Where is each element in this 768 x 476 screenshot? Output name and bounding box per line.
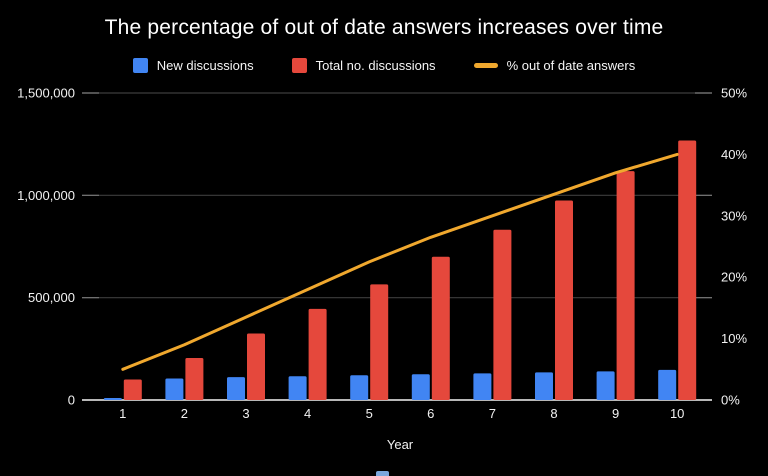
bar-total-discussions-year-10[interactable] xyxy=(678,140,697,400)
right-axis-tick-label: 0% xyxy=(721,393,740,408)
legend-item-total-discussions[interactable]: Total no. discussions xyxy=(291,57,436,73)
bar-total-discussions-year-6[interactable] xyxy=(431,256,450,400)
bar-total-discussions-year-1[interactable] xyxy=(123,379,142,400)
bar-total-discussions-year-3[interactable] xyxy=(247,333,265,400)
x-axis-tick-label: 6 xyxy=(427,406,434,421)
legend-square-swatch-icon xyxy=(291,57,307,73)
bar-new-discussions-year-6[interactable] xyxy=(411,374,430,400)
bar-new-discussions-year-8[interactable] xyxy=(535,372,553,400)
bar-new-discussions-year-2[interactable] xyxy=(165,378,184,400)
legend-item-label: Total no. discussions xyxy=(315,57,436,73)
right-axis-tick-label: 30% xyxy=(721,208,747,223)
legend-square-swatch-icon xyxy=(132,57,148,73)
bar-total-discussions-year-7[interactable] xyxy=(493,229,512,400)
x-axis-tick-label: 5 xyxy=(366,406,373,421)
bottom-partial-blue-element xyxy=(376,471,389,476)
bar-total-discussions-year-5[interactable] xyxy=(370,284,389,400)
bar-new-discussions-year-7[interactable] xyxy=(473,373,492,400)
right-axis-tick-label: 10% xyxy=(721,331,747,346)
bar-new-discussions-year-3[interactable] xyxy=(227,377,245,400)
left-axis-tick-label: 1,500,000 xyxy=(17,86,75,101)
left-axis-tick-label: 0 xyxy=(68,393,75,408)
x-axis-tick-label: 9 xyxy=(612,406,619,421)
legend-item-label: New discussions xyxy=(156,57,254,73)
chart-legend: New discussions Total no. discussions % … xyxy=(0,54,768,76)
bar-new-discussions-year-5[interactable] xyxy=(350,375,369,400)
bar-new-discussions-year-9[interactable] xyxy=(596,371,615,400)
bar-new-discussions-year-4[interactable] xyxy=(288,376,307,400)
x-axis-tick-label: 4 xyxy=(304,406,311,421)
x-axis-tick-label: 10 xyxy=(670,406,684,421)
x-axis-tick-label: 8 xyxy=(550,406,557,421)
out-of-date-answers-trend-line[interactable] xyxy=(121,152,679,371)
left-axis-tick-label: 1,000,000 xyxy=(17,188,75,203)
right-axis-tick-label: 40% xyxy=(721,147,747,162)
chart-title: The percentage of out of date answers in… xyxy=(104,16,664,39)
bar-total-discussions-year-2[interactable] xyxy=(185,358,204,400)
bar-new-discussions-year-1[interactable] xyxy=(103,397,122,400)
bar-total-discussions-year-8[interactable] xyxy=(555,200,573,400)
x-axis-title: Year xyxy=(387,437,414,452)
legend-item-new-discussions[interactable]: New discussions xyxy=(132,57,254,73)
legend-item-label: % out of date answers xyxy=(506,57,636,73)
left-axis-tick-label: 500,000 xyxy=(28,290,75,305)
bar-total-discussions-year-4[interactable] xyxy=(308,308,327,400)
right-axis-tick-label: 50% xyxy=(721,86,747,101)
legend-item-out-of-date-answers[interactable]: % out of date answers xyxy=(473,57,636,73)
bar-total-discussions-year-9[interactable] xyxy=(616,171,635,400)
x-axis-tick-label: 2 xyxy=(181,406,188,421)
x-axis-tick-label: 1 xyxy=(119,406,126,421)
x-axis-tick-label: 3 xyxy=(242,406,249,421)
right-axis-tick-label: 20% xyxy=(721,270,747,285)
x-axis-tick-label: 7 xyxy=(489,406,496,421)
bar-new-discussions-year-10[interactable] xyxy=(658,369,677,400)
legend-line-swatch-icon xyxy=(473,62,498,68)
